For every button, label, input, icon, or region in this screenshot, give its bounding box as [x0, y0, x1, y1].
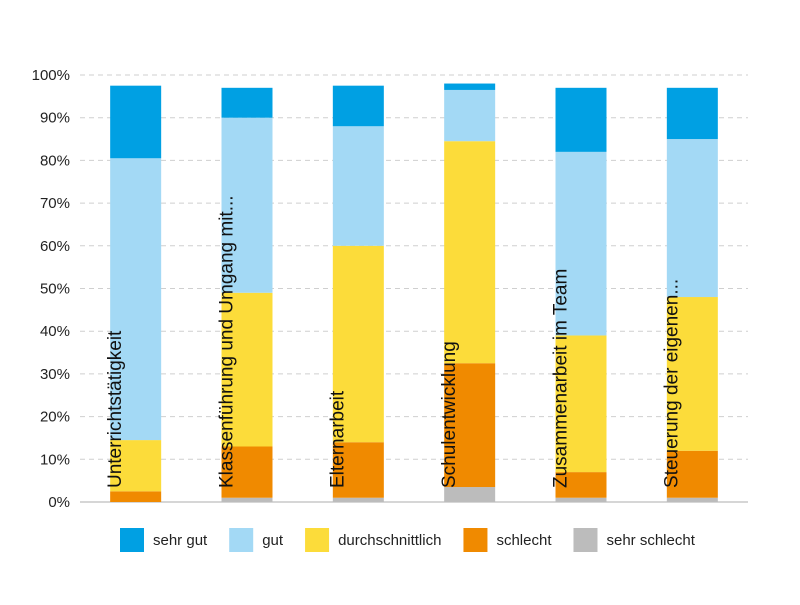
legend-label: durchschnittlich — [338, 532, 441, 549]
bar-segment — [332, 85, 384, 127]
category-label: Zusammenarbeit im Team — [550, 269, 571, 488]
gridlines — [80, 74, 748, 503]
y-axis: 0% 10% 20% 30% 40% 50% 60% 70% 80% 90% 100% — [32, 67, 70, 511]
bar-segment — [110, 440, 162, 492]
bar-segment — [444, 83, 496, 90]
bar-segment — [444, 487, 496, 502]
y-tick-label: 10% — [40, 451, 70, 468]
bar-segment — [666, 297, 718, 451]
bar-segment — [444, 89, 496, 142]
legend-swatch — [463, 528, 488, 552]
y-tick-label: 20% — [40, 409, 70, 426]
legend-swatch — [120, 528, 144, 552]
legend-label: sehr schlecht — [606, 532, 695, 549]
y-tick-label: 50% — [40, 281, 70, 298]
bars — [110, 83, 718, 502]
y-tick-label: 90% — [40, 110, 70, 127]
category-label: Steuerung der eigenen... — [662, 279, 683, 488]
bar-segment — [221, 497, 273, 502]
legend-swatch — [573, 528, 598, 552]
bar-segment — [332, 442, 384, 498]
category-label: Klassenführung und Umgang mit... — [216, 195, 237, 488]
bar-segment — [666, 497, 718, 502]
bar-segment — [221, 117, 273, 293]
legend-label: schlecht — [496, 532, 552, 549]
bar-segment — [110, 491, 162, 502]
y-tick-label: 100% — [32, 67, 70, 84]
bar-segment — [444, 141, 496, 364]
legend-label: gut — [262, 532, 284, 549]
y-tick-label: 0% — [48, 494, 70, 511]
bar-segment — [332, 245, 384, 443]
bar-segment — [110, 85, 162, 159]
category-labels: Unterrichtstätigkeit Klassenführung und U… — [105, 195, 683, 488]
legend-swatch — [305, 528, 330, 552]
bar-segment — [332, 126, 384, 246]
bar-segment — [555, 335, 607, 473]
y-tick-label: 40% — [40, 323, 70, 340]
bar-segment — [110, 158, 162, 441]
bar-segment — [221, 446, 273, 498]
bar-segment — [666, 87, 718, 140]
bar-segment — [555, 87, 607, 152]
bar-segment — [555, 151, 607, 336]
bar-segment — [221, 292, 273, 447]
legend-label: sehr gut — [153, 532, 208, 549]
y-tick-label: 30% — [40, 366, 70, 383]
bar-segment — [444, 363, 496, 488]
y-tick-label: 60% — [40, 238, 70, 255]
legend: sehr gut gut durchschnittlich schlecht sehr … — [120, 528, 696, 552]
category-label: Elternarbeit — [328, 390, 349, 488]
y-tick-label: 80% — [40, 152, 70, 169]
bar-segment — [332, 497, 384, 502]
bar-segment — [666, 450, 718, 498]
y-tick-label: 70% — [40, 195, 70, 212]
bar-segment — [666, 139, 718, 298]
bar-segment — [221, 87, 273, 118]
category-label: Schulentwicklung — [439, 341, 460, 488]
category-label: Unterrichtstätigkeit — [105, 330, 126, 488]
legend-swatch — [229, 528, 254, 552]
bar-segment — [555, 472, 607, 498]
bar-segment — [555, 497, 607, 502]
